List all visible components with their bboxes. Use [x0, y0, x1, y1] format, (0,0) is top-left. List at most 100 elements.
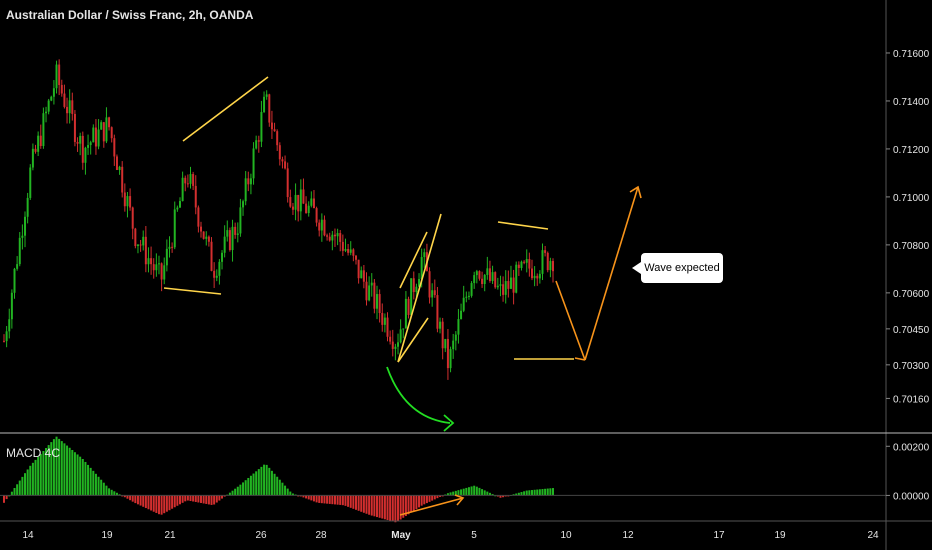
candle-body: [10, 292, 13, 320]
candle-body: [299, 189, 302, 212]
candle-body: [389, 336, 392, 342]
candle-body: [481, 278, 484, 285]
candle-body: [76, 141, 79, 144]
candle-body: [55, 64, 58, 89]
macd-bar: [362, 495, 365, 513]
macd-trend-arrowhead: [454, 494, 465, 506]
candle-body: [515, 264, 518, 293]
macd-bar: [425, 495, 428, 504]
macd-bar: [263, 464, 266, 496]
macd-bar: [202, 495, 205, 504]
macd-bar: [5, 495, 8, 500]
macd-bar: [152, 495, 155, 512]
macd-bar: [94, 473, 97, 496]
macd-bar: [192, 495, 195, 502]
macd-bar: [50, 442, 53, 496]
candle-body: [244, 178, 247, 202]
macd-bar: [399, 495, 402, 520]
candle-body: [431, 290, 434, 298]
candle-body: [189, 174, 192, 184]
macd-bar: [173, 495, 176, 508]
candle-body: [323, 219, 326, 236]
candle-body: [276, 131, 279, 146]
candle-body: [336, 233, 339, 237]
candle-body: [58, 64, 61, 86]
macd-bar: [24, 473, 27, 496]
macd-bar: [544, 488, 547, 496]
macd-tick-label: 0.00000: [893, 491, 930, 502]
pattern-line-wedge-lower: [399, 231, 428, 289]
candle-body: [26, 197, 29, 217]
candle-body: [21, 235, 24, 238]
candle-body: [47, 100, 50, 112]
candle-body: [496, 285, 499, 288]
candle-body: [412, 278, 415, 293]
macd-bar: [465, 487, 468, 496]
macd-bar: [160, 495, 163, 515]
macd-bar: [512, 494, 515, 496]
macd-bar: [336, 495, 339, 505]
macd-bar: [100, 479, 103, 496]
macd-bar: [502, 495, 505, 498]
macd-histogram: [0, 436, 886, 523]
candle-body: [108, 117, 111, 128]
macd-bar: [552, 488, 554, 496]
macd-bar: [171, 495, 174, 509]
macd-bar: [168, 495, 171, 511]
candle-body: [123, 192, 126, 207]
macd-bar: [533, 489, 536, 496]
candle-body: [131, 207, 134, 229]
time-tick-label: 19: [101, 530, 113, 541]
macd-bar: [475, 486, 478, 496]
macd-bar: [108, 488, 111, 496]
candle-body: [144, 236, 147, 265]
candle-body: [302, 189, 305, 204]
candle-body: [24, 216, 27, 236]
macd-bar: [45, 448, 48, 496]
candle-body: [152, 264, 155, 271]
candle-body: [236, 233, 239, 235]
candle-body: [449, 349, 452, 369]
macd-bar: [520, 492, 523, 496]
macd-bar: [412, 495, 415, 511]
macd-bar: [247, 477, 250, 496]
candle-body: [420, 257, 423, 280]
candle-body: [218, 261, 221, 276]
price-tick-label: 0.71600: [893, 49, 930, 60]
macd-bar: [92, 470, 95, 496]
macd-bar: [252, 473, 255, 496]
price-tick-label: 0.71400: [893, 97, 930, 108]
projection-base: [574, 357, 586, 361]
candle-body: [470, 283, 473, 296]
candle-body: [394, 346, 397, 349]
price-tick-label: 0.71200: [893, 145, 930, 156]
candle-body: [115, 156, 118, 171]
macd-bar: [228, 492, 231, 496]
candle-body: [397, 342, 400, 347]
macd-bar: [423, 495, 426, 505]
candle-body: [63, 93, 66, 107]
macd-bar: [460, 489, 463, 496]
time-tick-label: 24: [867, 530, 879, 541]
candle-body: [465, 296, 468, 298]
macd-bar: [115, 492, 118, 496]
macd-bar: [504, 495, 507, 497]
candle-body: [386, 317, 389, 337]
candle-body: [147, 258, 150, 265]
macd-bar: [449, 492, 452, 496]
macd-bar: [428, 495, 431, 502]
macd-bar: [389, 495, 392, 521]
candle-body: [407, 298, 410, 315]
macd-bar: [383, 495, 386, 520]
curve-arrowhead: [443, 414, 455, 432]
candle-body: [410, 278, 413, 315]
macd-bar: [134, 495, 137, 504]
candle-body: [284, 161, 287, 169]
candle-body: [339, 233, 342, 242]
candle-body: [344, 249, 347, 251]
macd-bar: [97, 476, 100, 496]
candle-body: [234, 226, 237, 235]
macd-bar: [530, 490, 533, 496]
